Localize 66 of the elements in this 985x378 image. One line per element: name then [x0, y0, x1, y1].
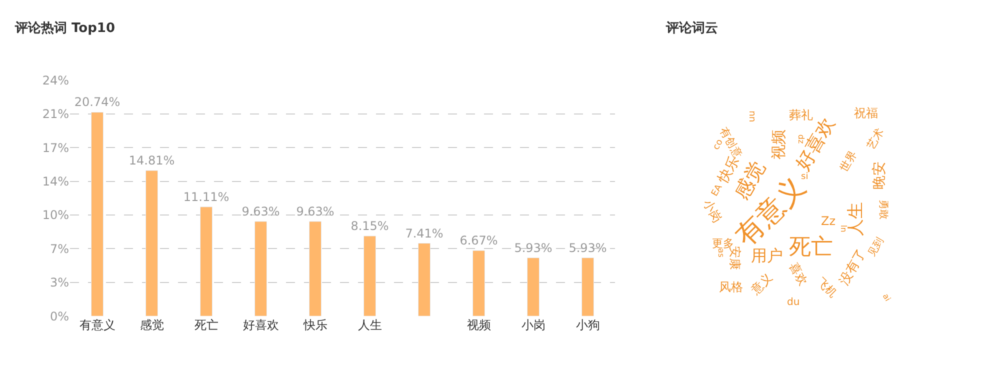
bar [91, 112, 104, 316]
text: Zz [821, 214, 836, 228]
text: 晚安 [871, 162, 888, 190]
data-label: 11.11% [183, 190, 230, 204]
data-label: 6.67% [460, 234, 498, 248]
y-tick-label: 0% [50, 309, 69, 324]
text: 死亡 [789, 235, 833, 260]
data-label: 20.74% [74, 95, 120, 110]
text: 飞机 [814, 275, 840, 300]
data-label: 5.93% [514, 240, 552, 255]
x-tick-label: 有意义 [79, 318, 116, 332]
y-tick-label: 21% [42, 107, 69, 122]
text: 葬礼 [789, 108, 813, 122]
y-tick-label: 24% [42, 73, 69, 88]
text: 意义 [748, 270, 776, 298]
x-tick-label: 死亡 [194, 318, 218, 332]
y-tick-label: 17% [42, 140, 69, 155]
bar [146, 170, 158, 316]
y-tick-label: 10% [42, 208, 69, 222]
text: 小岗 [700, 197, 724, 225]
text: 视频 [770, 129, 788, 160]
text: 祝福 [854, 106, 878, 120]
text: dz [796, 134, 806, 144]
text: 世界 [837, 148, 860, 174]
bar [200, 206, 212, 316]
text: 评论词云 [665, 21, 718, 36]
x-tick-label: 小狗 [576, 318, 600, 332]
text: ai [880, 292, 892, 303]
bar [527, 258, 540, 316]
y-tick-label: 7% [50, 242, 69, 256]
text: 人生 [846, 202, 866, 236]
text: 见到 [866, 236, 886, 259]
text: 艺术 [864, 126, 887, 152]
bar [582, 258, 594, 316]
data-label: 5.93% [568, 240, 607, 255]
text: du [787, 297, 800, 308]
text: co [712, 137, 726, 152]
y-tick-label: 3% [50, 276, 69, 290]
text: as [716, 248, 726, 258]
x-tick-label: 视频 [466, 318, 491, 332]
x-tick-label: 人生 [358, 318, 382, 332]
text: EA [710, 182, 726, 198]
bar [364, 236, 376, 316]
x-tick-label: 感觉 [140, 318, 164, 332]
bar [254, 221, 267, 316]
bar [472, 250, 485, 316]
text: 勇敢 [878, 200, 889, 220]
text: 更多 [712, 237, 734, 250]
data-label: 9.63% [296, 204, 334, 218]
text: 用户 [751, 246, 783, 265]
bar [418, 243, 430, 316]
text: 喜欢 [786, 260, 811, 288]
data-label: 9.63% [242, 204, 280, 218]
y-tick-label: 14% [42, 174, 69, 189]
text: nn [746, 110, 757, 122]
chart-title: 评论热词 Top10 [14, 21, 115, 36]
x-tick-label: 好喜欢 [242, 318, 279, 332]
data-label: 14.81% [128, 154, 175, 168]
bar [309, 221, 322, 316]
text: 风格 [719, 280, 743, 294]
data-label: 8.15% [350, 218, 389, 233]
text: si [801, 172, 808, 182]
x-tick-label: 快乐 [302, 318, 328, 332]
text: ln [838, 224, 848, 232]
data-label: 7.41% [405, 226, 444, 240]
x-tick-label: 小岗 [521, 318, 546, 332]
